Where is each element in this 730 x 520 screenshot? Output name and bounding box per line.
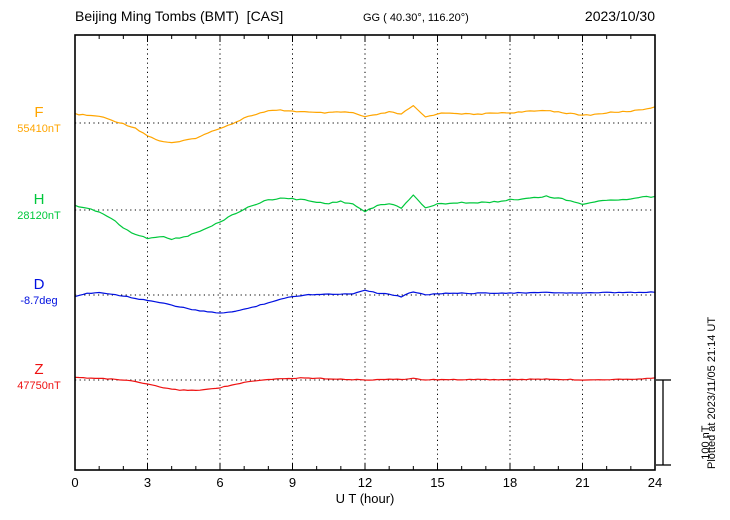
x-tick-label: 0 bbox=[71, 475, 78, 490]
plot-border bbox=[74, 34, 656, 471]
trace-D bbox=[74, 289, 656, 314]
trace-name-D: D bbox=[33, 276, 45, 293]
trace-name-H: H bbox=[33, 191, 45, 208]
scale-bar-label: 100 nT 0.5 deg bbox=[676, 424, 730, 461]
trace-label-D: D -8.7deg bbox=[8, 276, 70, 308]
trace-F bbox=[74, 104, 656, 144]
trace-label-F: F 55410nT bbox=[8, 104, 70, 136]
plot-date: 2023/10/30 bbox=[584, 8, 655, 24]
station-title: Beijing Ming Tombs (BMT) [CAS] bbox=[75, 8, 284, 24]
x-tick-label: 3 bbox=[144, 475, 151, 490]
trace-baseline-F: 55410nT bbox=[17, 123, 61, 135]
x-tick-label: 18 bbox=[503, 475, 517, 490]
x-tick-label: 15 bbox=[430, 475, 444, 490]
x-tick-label: 24 bbox=[648, 475, 662, 490]
trace-baseline-D: -8.7deg bbox=[20, 295, 58, 307]
trace-H bbox=[74, 194, 656, 241]
plotted-timestamp: Plotted at 2023/11/05 21:14 UT bbox=[706, 316, 718, 469]
trace-Z bbox=[74, 376, 656, 391]
trace-name-Z: Z bbox=[34, 361, 44, 378]
x-tick-label: 21 bbox=[575, 475, 589, 490]
x-tick-label: 9 bbox=[289, 475, 296, 490]
trace-baseline-Z: 47750nT bbox=[17, 380, 61, 392]
trace-baseline-H: 28120nT bbox=[17, 210, 61, 222]
trace-name-F: F bbox=[34, 104, 44, 121]
trace-label-Z: Z 47750nT bbox=[8, 361, 70, 393]
x-axis-label: U T (hour) bbox=[335, 491, 395, 506]
trace-label-H: H 28120nT bbox=[8, 191, 70, 223]
x-tick-label: 6 bbox=[216, 475, 223, 490]
x-tick-label: 12 bbox=[358, 475, 372, 490]
geographic-coordinates: GG ( 40.30°, 116.20°) bbox=[363, 12, 469, 24]
